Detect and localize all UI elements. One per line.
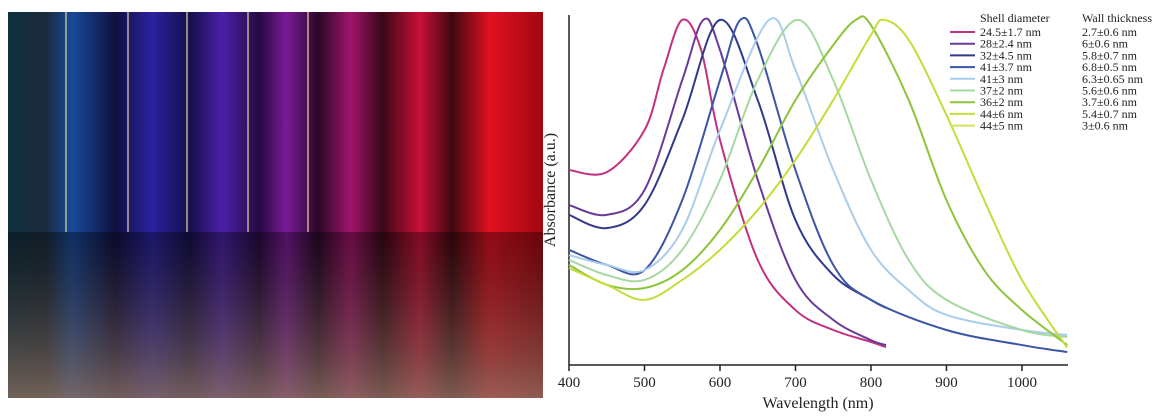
legend-label: 44±5 nm (980, 119, 1024, 133)
legend-header: Shell diameter (980, 11, 1050, 25)
x-tick-label: 1000 (1007, 375, 1037, 391)
line (568, 15, 1068, 346)
line (568, 17, 1068, 336)
legend-label: 32±4.5 nm (980, 48, 1033, 62)
x-tick-label: 400 (558, 375, 581, 391)
legend-wall: 5.8±0.7 nm (1082, 48, 1138, 62)
x-tick-label: 600 (709, 375, 732, 391)
legend-label: 36±2 nm (980, 95, 1024, 109)
legend-label: 28±2.4 nm (980, 37, 1033, 51)
legend-label: 24.5±1.7 nm (980, 25, 1042, 39)
legend-label: 44±6 nm (980, 107, 1024, 121)
legend-wall: 6±0.6 nm (1082, 37, 1129, 51)
x-tick-label: 800 (860, 375, 883, 391)
y-axis-label: Absorbance (a.u.) (542, 133, 559, 247)
legend-wall: 5.6±0.6 nm (1082, 84, 1138, 98)
legend-wall: 6.3±0.65 nm (1082, 72, 1144, 86)
photo (8, 12, 543, 398)
legend-wall: 3.7±0.6 nm (1082, 95, 1138, 109)
line (568, 18, 1068, 338)
legend-wall: 6.8±0.5 nm (1082, 60, 1138, 74)
line (568, 16, 1068, 354)
line (568, 17, 887, 347)
x-tick-label: 700 (784, 375, 807, 391)
legend-wall: 3±0.6 nm (1082, 119, 1129, 133)
line (568, 18, 887, 309)
legend-wall: 5.4±0.7 nm (1082, 107, 1138, 121)
legend-header: Wall thickness (1082, 11, 1152, 25)
x-tick-label: 500 (633, 375, 656, 391)
x-axis-label: Wavelength (nm) (762, 395, 873, 412)
x-tick-label: 900 (935, 375, 958, 391)
line (568, 18, 1069, 349)
legend-label: 41±3 nm (980, 72, 1024, 86)
line (568, 18, 887, 349)
legend-label: 37±2 nm (980, 84, 1024, 98)
legend-wall: 2.7±0.6 nm (1082, 25, 1138, 39)
legend-label: 41±3.7 nm (980, 60, 1033, 74)
